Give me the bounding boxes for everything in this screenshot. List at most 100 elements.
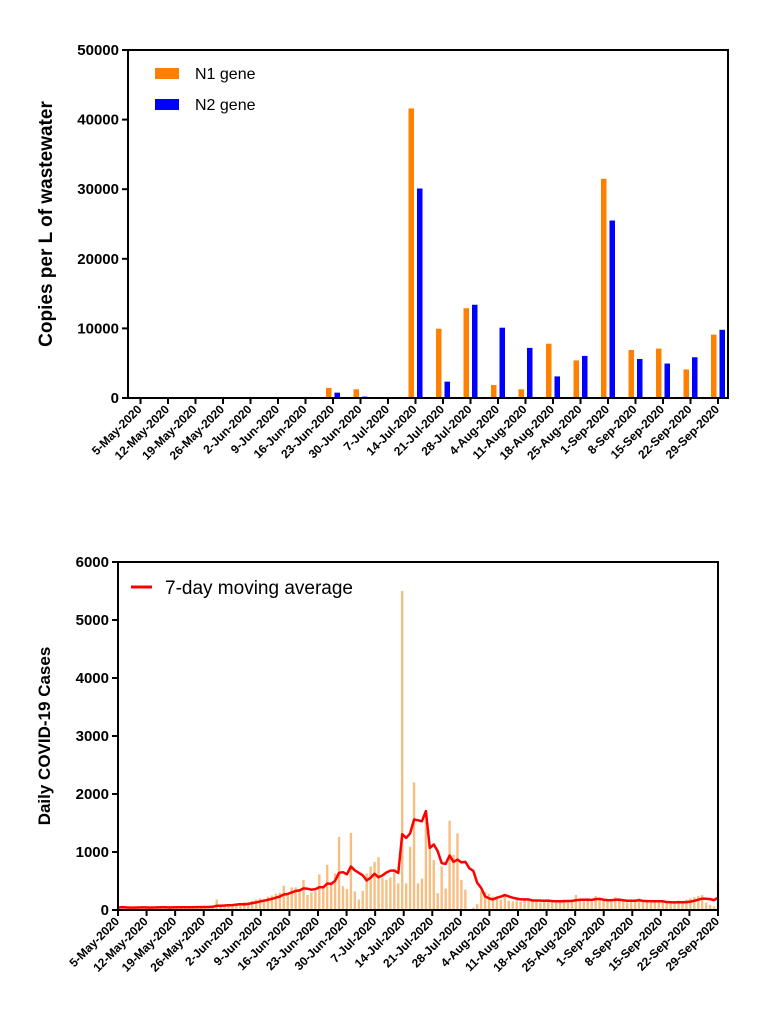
daily-case-bar bbox=[448, 820, 451, 910]
y-tick-label: 20000 bbox=[77, 251, 119, 268]
daily-case-bar bbox=[223, 905, 226, 910]
daily-case-bar bbox=[310, 892, 313, 910]
daily-case-bar bbox=[326, 864, 329, 910]
daily-case-bar bbox=[685, 899, 688, 910]
daily-case-bar bbox=[432, 860, 435, 910]
y-tick-label: 10000 bbox=[77, 320, 119, 337]
bar-n1 bbox=[601, 178, 607, 398]
daily-case-bar bbox=[535, 900, 538, 910]
daily-case-bar bbox=[708, 904, 712, 910]
y-tick-label: 4000 bbox=[76, 670, 109, 687]
daily-case-bar bbox=[606, 901, 609, 910]
daily-case-bar bbox=[582, 901, 585, 910]
daily-case-bar bbox=[251, 900, 254, 910]
daily-case-bar bbox=[176, 907, 179, 910]
daily-case-bar bbox=[566, 901, 570, 910]
daily-case-bar bbox=[570, 901, 574, 910]
bar-n1 bbox=[573, 360, 579, 398]
daily-case-bar bbox=[227, 904, 230, 910]
daily-case-bar bbox=[531, 901, 534, 910]
daily-case-bar bbox=[235, 903, 238, 910]
daily-case-bar bbox=[298, 890, 301, 910]
daily-case-bar bbox=[444, 888, 447, 910]
daily-case-bar bbox=[168, 907, 171, 910]
daily-case-bar bbox=[306, 894, 309, 910]
daily-case-bar bbox=[637, 898, 641, 910]
daily-case-bar bbox=[124, 907, 128, 910]
daily-case-bar bbox=[693, 897, 696, 910]
bar-n1 bbox=[546, 343, 552, 398]
daily-case-bar bbox=[649, 903, 653, 910]
plot-frame bbox=[117, 561, 719, 911]
daily-case-bar bbox=[195, 907, 199, 910]
daily-case-bar bbox=[633, 901, 637, 910]
daily-case-bar bbox=[428, 848, 432, 910]
y-tick-label: 30000 bbox=[77, 181, 119, 198]
daily-case-bar bbox=[539, 902, 542, 910]
daily-case-bar bbox=[464, 889, 467, 910]
y-tick-label: 40000 bbox=[77, 112, 119, 129]
bar-n2 bbox=[499, 327, 505, 398]
daily-case-bar bbox=[578, 898, 582, 910]
daily-case-bar bbox=[491, 896, 495, 910]
daily-case-bar bbox=[369, 866, 372, 910]
daily-case-bar bbox=[314, 890, 317, 910]
daily-case-bar bbox=[558, 901, 562, 910]
daily-case-bar bbox=[697, 896, 700, 910]
daily-case-bar bbox=[681, 903, 684, 910]
daily-case-bar bbox=[207, 907, 210, 910]
daily-case-bar bbox=[381, 878, 384, 910]
daily-case-bar bbox=[554, 900, 558, 910]
bar-n1 bbox=[463, 308, 469, 398]
moving-average-line bbox=[117, 809, 719, 909]
daily-case-bar bbox=[645, 901, 649, 910]
bar-n1 bbox=[683, 369, 689, 398]
daily-case-bar bbox=[365, 873, 368, 910]
daily-case-bar bbox=[598, 899, 601, 910]
daily-case-bar bbox=[239, 903, 242, 910]
y-tick-label: 0 bbox=[111, 390, 119, 407]
plot-frame bbox=[127, 49, 729, 399]
bar-n1 bbox=[408, 108, 414, 399]
daily-case-bar bbox=[527, 899, 530, 910]
legend-label: 7-day moving average bbox=[165, 578, 353, 599]
daily-case-bar bbox=[712, 906, 716, 910]
daily-case-bar bbox=[389, 877, 392, 910]
daily-case-bar bbox=[665, 903, 668, 910]
daily-case-bar bbox=[602, 900, 605, 910]
daily-case-bar bbox=[377, 857, 380, 910]
daily-case-bar bbox=[243, 901, 246, 910]
daily-case-bar bbox=[669, 903, 672, 910]
daily-case-bar bbox=[590, 901, 593, 910]
y-tick-label: 0 bbox=[101, 902, 109, 919]
bar-n2 bbox=[554, 376, 560, 398]
bar-n1 bbox=[518, 389, 524, 398]
daily-case-bar bbox=[258, 898, 262, 910]
daily-case-bar bbox=[610, 901, 613, 910]
daily-case-bar bbox=[164, 907, 167, 910]
daily-case-bar bbox=[618, 900, 621, 910]
daily-case-bar bbox=[408, 846, 412, 910]
daily-case-bar bbox=[361, 890, 364, 910]
daily-case-bar bbox=[641, 901, 645, 910]
daily-case-bar bbox=[586, 900, 589, 910]
daily-case-bar bbox=[551, 901, 554, 910]
daily-case-bar bbox=[483, 892, 487, 910]
bar-n1 bbox=[353, 389, 359, 398]
daily-case-bar bbox=[622, 901, 625, 910]
daily-case-bar bbox=[511, 901, 514, 910]
legend-swatch-n1 bbox=[155, 68, 179, 79]
daily-case-bar bbox=[385, 879, 388, 910]
bar-n2 bbox=[609, 220, 615, 398]
daily-case-bar bbox=[495, 898, 499, 910]
y-tick-label: 50000 bbox=[77, 42, 119, 59]
daily-case-bar bbox=[574, 894, 578, 910]
daily-case-bar bbox=[286, 894, 289, 910]
daily-case-bar bbox=[322, 887, 325, 910]
bar-n2 bbox=[417, 188, 423, 398]
daily-case-bar bbox=[144, 907, 147, 910]
y-tick-label: 3000 bbox=[76, 728, 109, 745]
daily-case-bar bbox=[452, 854, 455, 910]
daily-case-bar bbox=[353, 891, 357, 910]
